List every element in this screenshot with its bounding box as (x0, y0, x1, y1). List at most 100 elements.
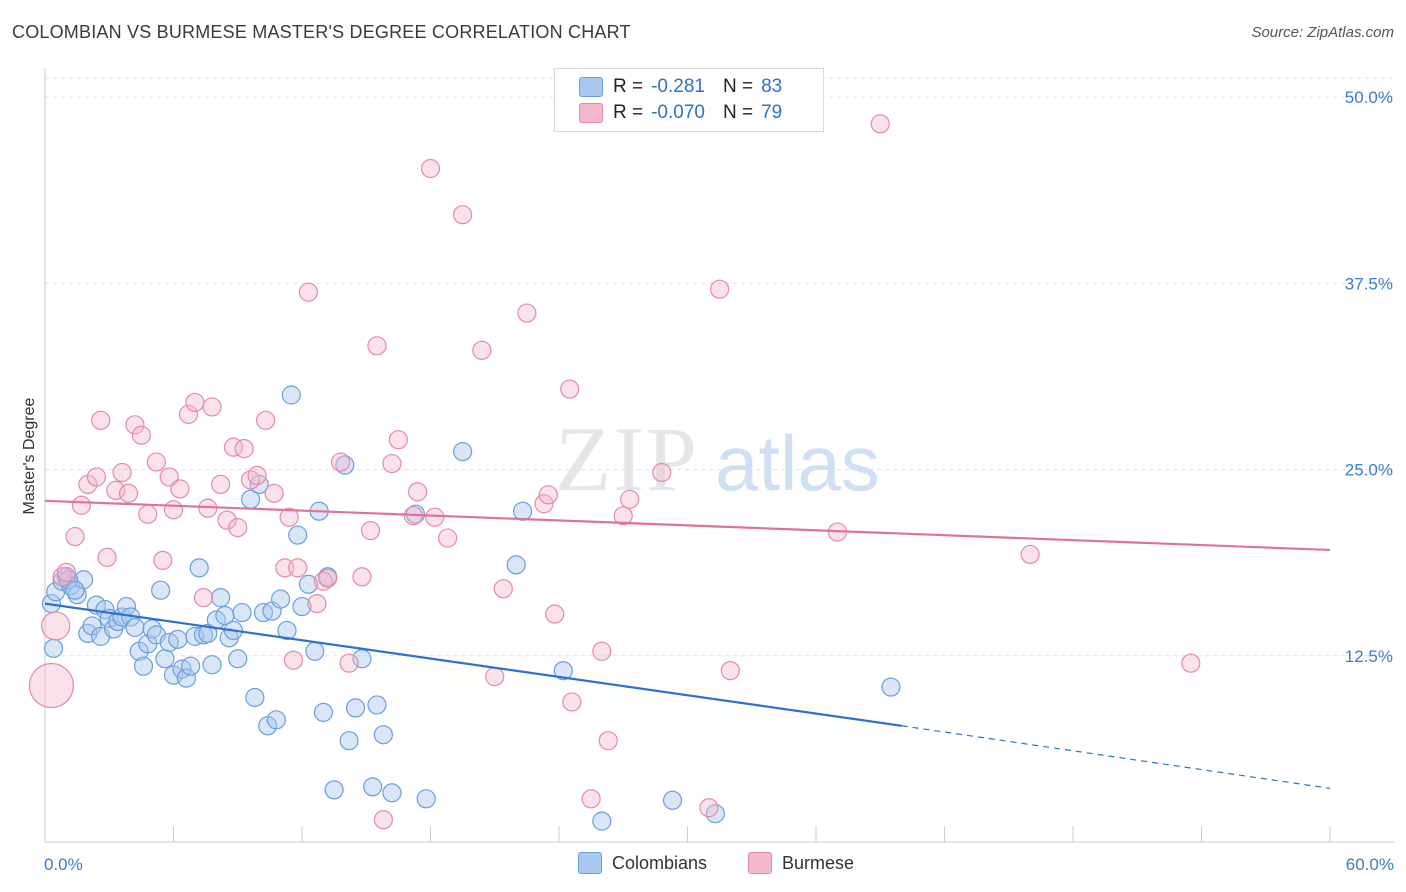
burmese-point (360, 520, 381, 541)
burmese-point (720, 661, 740, 681)
r-value: -0.070 (651, 102, 705, 123)
stats-legend: R = -0.281 N = 83 R = -0.070 N = 79 (554, 68, 824, 132)
burmese-point (71, 495, 92, 515)
y-tick-label: 12.5% (1345, 647, 1393, 666)
colombian-point (245, 687, 265, 708)
colombian-point (592, 811, 612, 831)
colombian-point (151, 580, 171, 600)
colombian-point (305, 641, 325, 661)
colombian-point (277, 620, 297, 641)
colombian-point (373, 725, 393, 745)
x-tick-label: 60.0% (1346, 855, 1394, 874)
colombian-point (181, 656, 201, 676)
colombian-point (65, 580, 85, 600)
burmese-point (264, 483, 284, 503)
legend-row-colombians: R = -0.281 N = 83 (579, 75, 782, 99)
burmese-point (534, 494, 554, 514)
colombian-point (211, 588, 231, 608)
burmese-point (28, 662, 75, 709)
legend-item-burmese[interactable]: Burmese (748, 852, 854, 874)
colombian-point (512, 501, 533, 521)
burmese-point (339, 653, 359, 673)
legend-item-colombians[interactable]: Colombians (578, 852, 707, 874)
colombian-point (133, 656, 154, 676)
colombian-point (168, 629, 188, 649)
colombian-point (506, 555, 526, 575)
burmese-point (170, 479, 190, 499)
colombian-point (189, 558, 209, 578)
burmese-point (545, 604, 565, 624)
colombian-point (339, 731, 359, 751)
burmese-point (91, 410, 111, 430)
n-label: N = (722, 102, 754, 123)
burmese-point (211, 474, 231, 494)
burmese-point (870, 114, 890, 134)
burmese-legend-icon (748, 852, 772, 874)
colombian-point (266, 710, 286, 730)
burmese-point (65, 526, 85, 547)
burmese-swatch-icon (579, 103, 603, 123)
y-tick-label: 50.0% (1345, 88, 1393, 107)
burmese-point (485, 667, 505, 687)
colombian-point (881, 677, 901, 697)
chart-title: COLOMBIAN VS BURMESE MASTER'S DEGREE COR… (12, 22, 631, 42)
colombian-point (453, 442, 473, 462)
y-tick-label: 25.0% (1345, 461, 1393, 480)
burmese-point (613, 506, 633, 526)
colombian-point (95, 599, 115, 620)
burmese-point (453, 205, 473, 225)
burmese-point (388, 430, 408, 450)
colombian-point (202, 655, 222, 675)
watermark-zip: ZIP (555, 408, 699, 510)
burmese-point (420, 158, 441, 179)
colombian-point (382, 783, 402, 803)
colombian-trend-extension (901, 725, 1331, 789)
burmese-point (202, 397, 222, 417)
x-tick-label: 0.0% (44, 855, 83, 874)
r-label: R = (613, 102, 644, 123)
colombian-point (313, 702, 334, 722)
burmese-legend-label: Burmese (782, 852, 855, 873)
burmese-point (307, 593, 327, 614)
burmese-point (56, 562, 77, 582)
burmese-point (710, 279, 730, 299)
colombian-point (270, 589, 291, 609)
burmese-point (159, 467, 179, 487)
colombian-point (363, 777, 383, 797)
legend-row-burmese: R = -0.070 N = 79 (579, 101, 782, 125)
watermark-atlas: atlas (715, 419, 880, 507)
colombian-point (662, 790, 683, 810)
burmese-trend-line (44, 499, 1331, 552)
burmese-point (472, 340, 492, 360)
burmese-point (138, 504, 158, 524)
burmese-point (373, 810, 393, 830)
burmese-point (288, 558, 308, 578)
y-tick-label: 37.5% (1345, 274, 1393, 293)
colombian-point (228, 649, 248, 669)
burmese-point (153, 550, 173, 570)
colombians-legend-icon (578, 852, 602, 874)
burmese-point (699, 798, 719, 818)
colombian-point (281, 385, 301, 405)
colombian-point (176, 668, 196, 688)
colombian-point (232, 602, 252, 623)
burmese-point (178, 404, 199, 424)
colombian-point (198, 623, 218, 644)
burmese-point (330, 452, 351, 472)
colombian-point (155, 649, 175, 669)
burmese-point (538, 485, 558, 505)
r-label: R = (613, 76, 644, 97)
burmese-point (1020, 544, 1040, 565)
n-value: 79 (761, 102, 783, 123)
burmese-point (247, 465, 267, 486)
colombians-legend-label: Colombians (612, 852, 708, 873)
burmese-point (517, 303, 537, 323)
burmese-point (592, 641, 612, 661)
burmese-point (112, 462, 132, 483)
burmese-point (493, 579, 513, 599)
burmese-point (581, 789, 601, 809)
burmese-point (228, 518, 248, 538)
burmese-point (352, 567, 372, 587)
burmese-point (97, 547, 117, 568)
